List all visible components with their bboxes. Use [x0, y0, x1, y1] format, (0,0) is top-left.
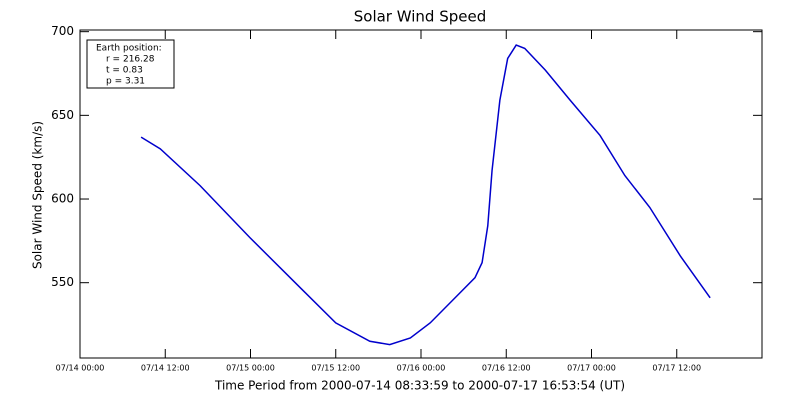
- annotation-box: [86, 39, 175, 89]
- y-tick-label: 700: [51, 24, 74, 38]
- annotation: p = 3.31: [106, 77, 145, 87]
- y-tick-label: 550: [51, 275, 74, 289]
- x-axis-label: Time Period from 2000-07-14 08:33:59 to …: [214, 379, 625, 393]
- y-axis-label: Solar Wind Speed (km/s): [31, 121, 45, 269]
- x-tick-label: 07/15 12:00: [311, 364, 360, 373]
- x-tick-label: 07/14 12:00: [141, 364, 190, 373]
- x-tick-label: 07/16 12:00: [482, 364, 531, 373]
- x-tick-label: 07/14 00:00: [56, 364, 105, 373]
- data-line: [140, 44, 711, 346]
- y-tick-label: 600: [51, 192, 74, 206]
- annotation: t = 0.83: [106, 66, 143, 76]
- annotation: Earth position:: [96, 44, 162, 54]
- annotation: r = 216.28: [106, 55, 155, 65]
- x-tick-label: 07/16 00:00: [397, 364, 446, 373]
- chart-title: Solar Wind Speed: [354, 8, 486, 26]
- x-tick-label: 07/17 00:00: [567, 364, 616, 373]
- x-tick-label: 07/15 00:00: [226, 364, 275, 373]
- y-tick-label: 650: [51, 108, 74, 122]
- x-tick-label: 07/17 12:00: [652, 364, 701, 373]
